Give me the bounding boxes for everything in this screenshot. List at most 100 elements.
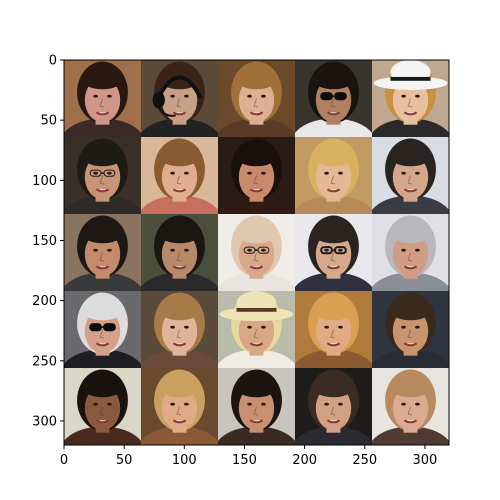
face-r5c3	[218, 368, 295, 445]
mouth	[95, 265, 110, 270]
face-r2c2	[141, 137, 218, 214]
face-r5c4	[295, 368, 372, 445]
face-r1c3	[218, 60, 295, 137]
face	[238, 231, 275, 277]
mouth	[326, 419, 341, 424]
face	[392, 385, 429, 431]
nose	[99, 175, 105, 185]
eye	[247, 402, 252, 406]
nose	[176, 406, 182, 416]
mouth	[249, 342, 264, 347]
glasses-lens	[243, 246, 256, 254]
eye	[93, 171, 98, 175]
face	[161, 308, 198, 354]
face-r5c2	[141, 368, 218, 445]
headset-band	[156, 75, 203, 100]
eye	[107, 171, 112, 175]
mouth	[172, 111, 187, 116]
eye	[415, 402, 420, 406]
x-axis: 0 50 100 150 200 250 300	[60, 445, 437, 468]
nose	[99, 329, 105, 339]
hair-fringe	[314, 380, 353, 398]
hair-fringe	[160, 72, 199, 90]
hair-fringe	[83, 149, 122, 167]
eye	[261, 94, 266, 98]
hair-fringe	[160, 226, 199, 244]
nose	[176, 252, 182, 262]
nose	[99, 98, 105, 108]
hair-fringe	[391, 149, 430, 167]
hair-fringe	[391, 303, 430, 321]
x-tick-label: 150	[232, 453, 257, 468]
nose	[407, 175, 413, 185]
y-tick-label: 300	[32, 414, 57, 429]
clothing	[141, 426, 218, 445]
clothing	[218, 426, 295, 445]
eye	[338, 248, 343, 252]
face	[315, 231, 352, 277]
face	[161, 385, 198, 431]
nose	[330, 98, 336, 108]
mouth	[172, 188, 187, 193]
nose	[253, 175, 259, 185]
face-r1c2	[141, 60, 218, 137]
eye	[170, 325, 175, 329]
mouth	[95, 188, 110, 193]
mouth	[249, 265, 264, 270]
nose	[330, 252, 336, 262]
face	[315, 77, 352, 123]
eye	[401, 325, 406, 329]
x-tick-label: 200	[292, 453, 317, 468]
clothing	[141, 272, 218, 291]
hair-fringe	[237, 72, 276, 90]
face	[84, 77, 121, 123]
mouth	[403, 111, 418, 116]
hair-fringe	[314, 226, 353, 244]
mouth	[403, 188, 418, 193]
nose	[253, 406, 259, 416]
eye	[170, 402, 175, 406]
hair-fringe	[83, 380, 122, 398]
y-tick-label: 250	[32, 354, 57, 369]
eye	[93, 402, 98, 406]
eye	[324, 402, 329, 406]
mouth	[249, 419, 264, 424]
clothing	[218, 349, 295, 368]
face	[392, 308, 429, 354]
mouth	[326, 265, 341, 270]
hat-crown	[390, 60, 431, 85]
nose	[330, 329, 336, 339]
clothing	[372, 349, 449, 368]
face-r5c5	[372, 368, 449, 445]
eye	[338, 325, 343, 329]
glasses-lens	[320, 92, 333, 101]
clothing	[218, 195, 295, 214]
hair-fringe	[83, 226, 122, 244]
eye	[107, 248, 112, 252]
hair-fringe	[160, 149, 199, 167]
hair-fringe	[314, 72, 353, 90]
clothing	[64, 195, 141, 214]
face-r2c1	[64, 137, 141, 214]
hair-fringe	[160, 303, 199, 321]
face	[238, 154, 275, 200]
face-r1c4	[295, 60, 372, 137]
clothing	[295, 118, 372, 137]
mouth	[326, 188, 341, 193]
eye	[247, 171, 252, 175]
face-r1c5	[372, 60, 449, 137]
clothing	[64, 426, 141, 445]
eye	[184, 94, 189, 98]
face-r3c1	[64, 214, 141, 291]
clothing	[218, 118, 295, 137]
nose	[99, 406, 105, 416]
mouth	[326, 342, 341, 347]
mouth	[403, 265, 418, 270]
hair-fringe	[160, 380, 199, 398]
x-tick-label: 250	[352, 453, 377, 468]
face	[84, 154, 121, 200]
x-tick-label: 0	[60, 453, 68, 468]
hat-band	[390, 76, 431, 81]
y-tick-label: 50	[40, 114, 57, 129]
clothing	[372, 195, 449, 214]
